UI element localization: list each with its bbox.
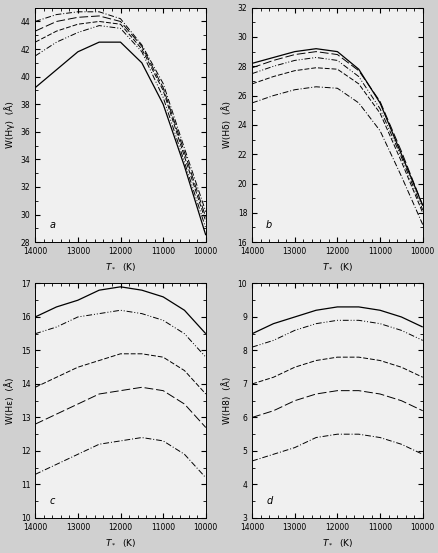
Text: b: b (265, 220, 272, 230)
Y-axis label: W(Hε)  (Å): W(Hε) (Å) (5, 378, 15, 424)
X-axis label: $T_*$  (K): $T_*$ (K) (105, 262, 136, 273)
Y-axis label: W(Hγ)  (Å): W(Hγ) (Å) (4, 101, 15, 148)
X-axis label: $T_*$  (K): $T_*$ (K) (321, 262, 352, 273)
Text: c: c (49, 496, 55, 506)
X-axis label: $T_*$  (K): $T_*$ (K) (105, 538, 136, 549)
Text: d: d (265, 496, 272, 506)
Text: a: a (49, 220, 55, 230)
Y-axis label: W(Hδ)  (Å): W(Hδ) (Å) (222, 101, 231, 148)
Y-axis label: W(H8)  (Å): W(H8) (Å) (222, 377, 232, 424)
X-axis label: $T_*$  (K): $T_*$ (K) (321, 538, 352, 549)
